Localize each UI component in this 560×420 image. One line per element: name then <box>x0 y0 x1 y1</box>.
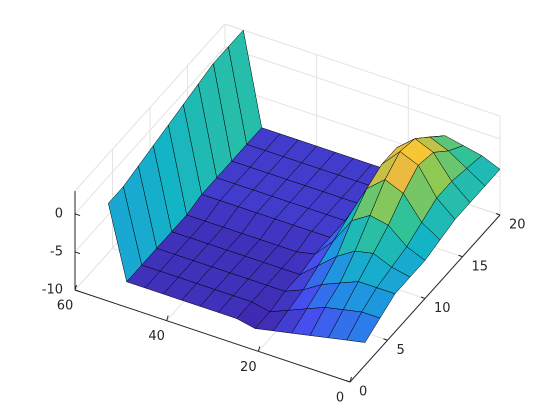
x-axis <box>74 289 351 383</box>
grid-line <box>74 46 226 215</box>
z-tick <box>74 251 81 255</box>
y-tick <box>420 296 426 299</box>
x-tick <box>257 346 261 352</box>
y-tick <box>458 254 463 258</box>
x-tick <box>166 315 169 321</box>
surface-patch <box>346 311 381 343</box>
grid-line <box>224 46 501 140</box>
y-tick <box>345 380 351 383</box>
y-tick-label: 15 <box>472 259 489 274</box>
y-tick <box>383 338 388 341</box>
z-tick <box>74 213 81 217</box>
z-tick <box>74 289 81 293</box>
z-tick-label: -5 <box>50 244 63 259</box>
y-tick-label: 0 <box>359 385 367 400</box>
box-edge <box>224 23 501 117</box>
x-tick-label: 20 <box>240 360 257 375</box>
x-tick-label: 60 <box>57 299 74 314</box>
z-tick-label: 0 <box>55 206 63 221</box>
box-edge <box>74 23 226 192</box>
x-tick-label: 0 <box>336 391 344 406</box>
x-tick <box>74 284 77 291</box>
y-tick-label: 10 <box>434 301 451 316</box>
x-tick <box>349 376 352 383</box>
y-tick-label: 5 <box>397 343 405 358</box>
z-tick-label: -10 <box>42 283 63 298</box>
y-tick-label: 20 <box>509 218 526 233</box>
y-tick <box>495 213 501 216</box>
x-tick-label: 40 <box>148 329 165 344</box>
